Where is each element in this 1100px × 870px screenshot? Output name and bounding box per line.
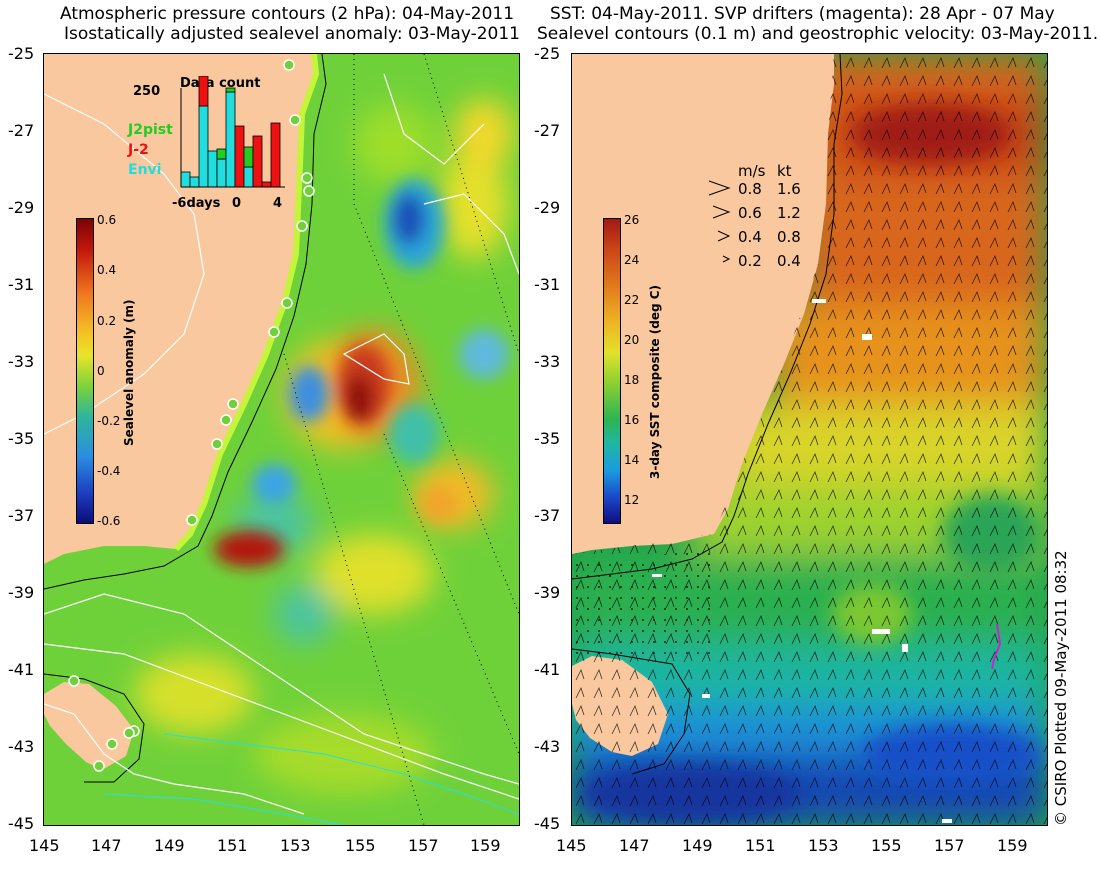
left-x-tick: 159 — [470, 836, 501, 855]
sst-field — [572, 54, 1047, 825]
left-x-tick: 149 — [154, 836, 185, 855]
inset-legend-j2pist: J2pist — [128, 122, 173, 138]
left-y-tick: -25 — [8, 44, 35, 63]
right-title-line2: Sealevel contours (0.1 m) and geostrophi… — [537, 24, 1099, 44]
right-y-tick: -41 — [534, 660, 561, 679]
velocity-legend-row4-ms: 0.2 — [738, 252, 762, 270]
right-x-tick: 147 — [619, 836, 650, 855]
velocity-legend-row3-kt: 0.8 — [777, 228, 801, 246]
left-y-tick: -45 — [8, 814, 35, 833]
right-x-tick: 155 — [871, 836, 902, 855]
sla-colorbar-label: Sealevel anomaly (m) — [122, 299, 136, 446]
data-count-inset: Data count 250 J2pist J-2 Envi — [128, 76, 288, 226]
left-x-tick: 145 — [29, 836, 60, 855]
left-y-tick: -37 — [8, 506, 35, 525]
right-y-tick: -35 — [534, 429, 561, 448]
inset-x-label-start: -6days — [172, 196, 221, 211]
right-title-line1: SST: 04-May-2011. SVP drifters (magenta)… — [550, 4, 1055, 24]
left-y-tick: -31 — [8, 275, 35, 294]
left-x-tick: 153 — [280, 836, 311, 855]
sst-tick-4: 18 — [624, 373, 640, 387]
sst-tick-0: 26 — [624, 213, 640, 227]
inset-x-label-zero: 0 — [232, 196, 242, 211]
inset-bars — [180, 76, 285, 188]
right-y-tick: -29 — [534, 198, 561, 217]
copyright-note: © CSIRO Plotted 09-May-2011 08:32 — [1052, 550, 1070, 826]
right-x-tick: 153 — [808, 836, 839, 855]
right-x-tick: 145 — [556, 836, 587, 855]
left-x-tick: 157 — [408, 836, 439, 855]
right-y-tick: -27 — [534, 121, 561, 140]
sealevel-colorbar — [76, 218, 94, 524]
inset-legend-envi: Envi — [128, 162, 162, 178]
left-y-tick: -35 — [8, 429, 35, 448]
velocity-legend-row4-kt: 0.4 — [777, 252, 801, 270]
right-x-tick: 151 — [745, 836, 776, 855]
left-y-tick: -39 — [8, 583, 35, 602]
left-x-tick: 147 — [91, 836, 122, 855]
sealevel-anomaly-map: 0.6 0.4 0.2 0 -0.2 -0.4 -0.6 Sealevel an… — [43, 53, 520, 826]
right-y-tick: -37 — [534, 506, 561, 525]
velocity-legend-row2-ms: 0.6 — [738, 204, 762, 222]
velocity-legend-row1-kt: 1.6 — [777, 180, 801, 198]
inset-ymax: 250 — [133, 84, 161, 99]
sla-tick-0: 0.6 — [97, 213, 117, 227]
velocity-legend-row1-ms: 0.8 — [738, 180, 762, 198]
velocity-legend-row3-ms: 0.4 — [738, 228, 762, 246]
velocity-legend-row2-kt: 1.2 — [777, 204, 801, 222]
right-y-tick: -33 — [534, 352, 561, 371]
left-title-line1: Atmospheric pressure contours (2 hPa): 0… — [60, 4, 515, 24]
sla-tick-6: -0.6 — [97, 514, 121, 528]
right-y-tick: -39 — [534, 583, 561, 602]
right-y-tick: -31 — [534, 275, 561, 294]
left-x-tick: 155 — [345, 836, 376, 855]
sla-tick-4: -0.2 — [97, 414, 121, 428]
right-x-tick: 149 — [682, 836, 713, 855]
velocity-legend-header-kt: kt — [777, 162, 792, 180]
inset-x-label-end: 4 — [273, 196, 283, 211]
left-y-tick: -33 — [8, 352, 35, 371]
sst-tick-1: 24 — [624, 253, 640, 267]
sst-colorbar — [603, 218, 621, 524]
velocity-legend-arrows — [708, 180, 731, 263]
sla-tick-5: -0.4 — [97, 464, 121, 478]
sst-colorbar-label: 3-day SST composite (deg C) — [648, 284, 662, 479]
velocity-legend-header-ms: m/s — [738, 162, 766, 180]
sst-tick-5: 16 — [624, 413, 640, 427]
sla-tick-1: 0.4 — [97, 263, 117, 277]
sla-tick-3: 0 — [97, 364, 105, 378]
right-y-tick: -43 — [534, 737, 561, 756]
left-y-tick: -41 — [8, 660, 35, 679]
left-y-tick: -29 — [8, 198, 35, 217]
right-x-tick: 157 — [934, 836, 965, 855]
right-x-tick: 159 — [997, 836, 1028, 855]
sst-tick-7: 12 — [624, 493, 640, 507]
right-y-tick: -25 — [534, 44, 561, 63]
left-title-line2: Isostatically adjusted sealevel anomaly:… — [64, 24, 520, 44]
left-y-tick: -27 — [8, 121, 35, 140]
sla-tick-2: 0.2 — [97, 314, 117, 328]
sst-map: 26 24 22 20 18 16 14 12 3-day SST compos… — [571, 53, 1048, 826]
left-y-tick: -43 — [8, 737, 35, 756]
left-x-tick: 151 — [217, 836, 248, 855]
right-y-tick: -45 — [534, 814, 561, 833]
inset-legend-j2: J-2 — [128, 142, 149, 158]
sst-tick-6: 14 — [624, 453, 640, 467]
sst-tick-2: 22 — [624, 293, 640, 307]
sst-tick-3: 20 — [624, 333, 640, 347]
